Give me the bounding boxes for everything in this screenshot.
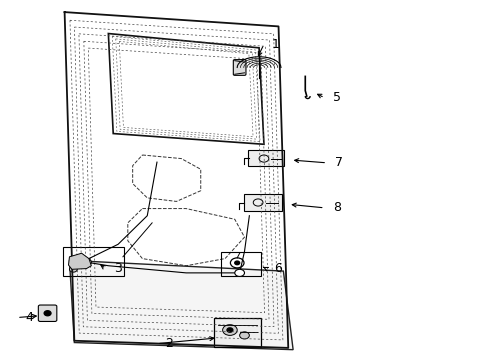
Circle shape [239,332,249,339]
Text: 6: 6 [274,262,282,275]
FancyBboxPatch shape [233,60,245,75]
Text: 5: 5 [332,91,340,104]
FancyBboxPatch shape [213,318,260,347]
Circle shape [253,199,263,206]
FancyBboxPatch shape [38,305,57,321]
Text: 3: 3 [114,262,122,275]
Circle shape [69,266,77,272]
Text: 2: 2 [165,337,173,350]
FancyBboxPatch shape [248,150,284,166]
Circle shape [81,258,91,266]
Circle shape [226,328,232,332]
Text: 8: 8 [332,201,340,214]
Text: 1: 1 [272,38,280,51]
Circle shape [259,155,268,162]
Polygon shape [69,260,292,350]
Circle shape [234,261,239,265]
FancyBboxPatch shape [243,194,282,211]
Text: 7: 7 [335,156,343,169]
Circle shape [230,258,244,268]
Text: 4: 4 [25,311,33,324]
Circle shape [222,325,237,336]
Polygon shape [68,253,91,269]
Circle shape [234,269,244,276]
Circle shape [44,311,51,316]
Polygon shape [108,33,264,144]
